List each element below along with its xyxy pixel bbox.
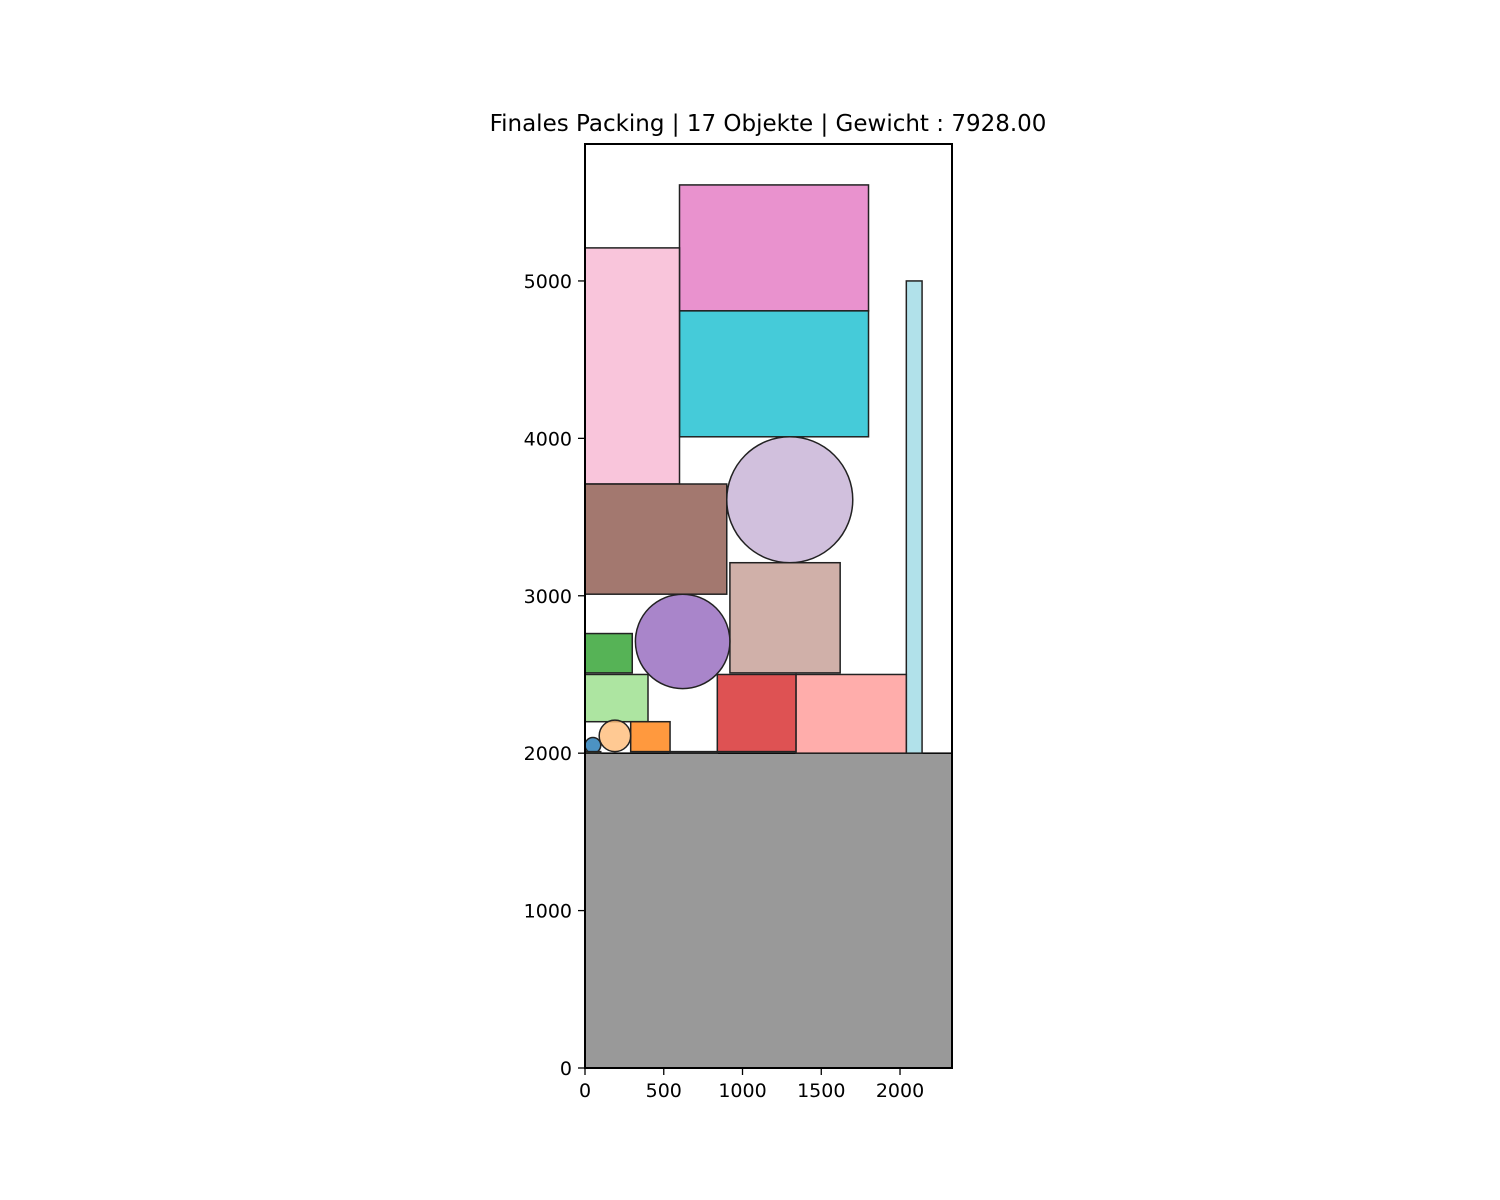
packed-circle-15 [584,736,602,754]
plot-area [584,143,953,1069]
packed-circle-8 [634,593,731,690]
packed-rect-1 [678,184,870,312]
packed-rect-13 [629,720,671,753]
x-tick-label: 0 [579,1080,591,1102]
y-tick-label: 4000 [524,428,572,450]
packed-rect-12 [795,673,908,754]
packed-rect-7 [729,561,841,674]
y-tick-label: 1000 [524,901,572,923]
x-axis: 0 500 1000 1500 2000 [579,1068,924,1102]
x-tick-label: 1000 [718,1080,766,1102]
y-tick-label: 3000 [524,586,572,608]
packed-rect-17 [584,750,602,754]
packed-rect-3 [584,247,681,485]
x-tick-label: 2000 [876,1080,924,1102]
packed-rect-9 [584,632,634,674]
packed-rect-16 [669,750,719,754]
packed-rect-4 [905,280,923,754]
container-outline [584,143,953,1069]
packed-circle-14 [598,719,632,753]
chart-title: Finales Packing | 17 Objekte | Gewicht :… [490,111,1047,137]
packed-rect-10 [584,673,649,723]
packed-circle-6 [726,436,854,564]
y-tick-label: 5000 [524,271,572,293]
packed-rect-5 [584,483,728,595]
packed-rect-2 [678,310,870,438]
y-axis: 0 1000 2000 3000 4000 5000 [524,271,585,1080]
y-tick-label: 0 [560,1058,572,1080]
packed-rect-11 [716,673,797,753]
y-tick-label: 2000 [524,743,572,765]
x-tick-label: 500 [646,1080,682,1102]
base-block [584,752,953,1069]
x-tick-label: 1500 [797,1080,845,1102]
